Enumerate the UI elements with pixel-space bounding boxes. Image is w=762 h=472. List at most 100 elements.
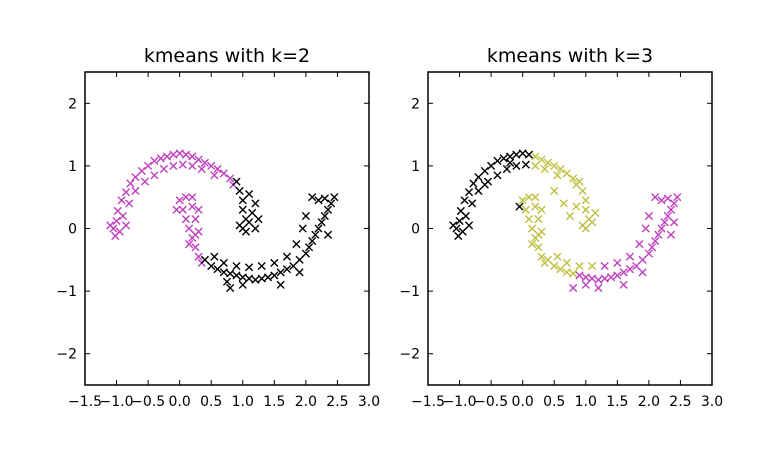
data-point-cluster-1 [464,221,474,230]
data-point-cluster-1 [175,149,184,158]
data-point-cluster-1 [194,155,203,164]
data-point-cluster-1 [175,196,184,205]
data-point-cluster-1 [518,149,527,158]
data-point-cluster-2 [317,218,326,227]
data-point-cluster-3 [635,240,644,249]
data-point-cluster-2 [219,258,228,268]
data-point-cluster-2 [232,177,241,186]
data-point-cluster-1 [455,216,464,226]
y-tick-label: −1 [56,284,77,300]
data-point-cluster-3 [600,274,609,283]
data-point-cluster-2 [251,275,260,284]
data-point-cluster-1 [213,164,222,174]
data-point-cluster-1 [449,221,458,230]
data-point-cluster-2 [270,271,279,280]
data-point-cluster-2 [323,230,333,239]
data-point-cluster-3 [666,205,676,214]
data-point-cluster-2 [528,224,537,233]
data-point-cluster-2 [232,271,241,280]
data-point-cluster-2 [553,252,562,261]
data-point-cluster-2 [219,268,228,277]
y-tick-label: −2 [56,347,77,363]
data-point-cluster-2 [578,186,587,196]
x-tick-label: 1.5 [606,394,628,410]
data-point-cluster-3 [660,218,669,227]
data-point-cluster-1 [131,186,140,196]
data-point-cluster-2 [213,265,222,274]
y-tick-label: 2 [411,96,420,112]
data-point-cluster-1 [487,161,496,170]
data-point-cluster-2 [556,265,565,274]
data-point-cluster-1 [474,173,483,182]
data-point-cluster-3 [587,274,597,283]
data-point-cluster-1 [194,252,203,261]
data-point-cluster-2 [550,186,559,196]
data-point-cluster-1 [188,202,197,211]
y-tick-label: −2 [399,347,420,363]
data-point-cluster-3 [654,230,663,239]
data-point-cluster-3 [581,273,590,282]
data-point-cluster-1 [480,166,489,176]
data-point-cluster-2 [222,277,232,286]
data-point-cluster-1 [178,160,187,169]
data-point-cluster-2 [581,196,590,205]
data-point-cluster-2 [534,230,543,239]
data-point-cluster-1 [194,205,203,214]
data-point-cluster-2 [534,243,543,252]
data-point-cluster-1 [178,205,187,214]
data-point-cluster-2 [301,249,310,258]
data-point-cluster-2 [244,263,254,272]
x-tick-label: −1.5 [68,394,102,410]
data-point-cluster-1 [480,180,489,189]
data-point-cluster-1 [505,158,515,167]
y-tick-label: −1 [399,284,420,300]
data-point-cluster-2 [257,274,266,283]
y-tick-label: 1 [411,159,420,175]
data-point-cluster-2 [276,280,285,289]
data-point-cluster-1 [181,193,191,202]
data-point-cluster-2 [241,227,251,236]
data-point-cluster-1 [126,179,135,188]
data-point-cluster-3 [594,275,603,284]
data-point-cluster-1 [191,230,200,239]
chart-title: kmeans with k=3 [487,45,653,67]
x-tick-label: 1.0 [232,394,254,410]
x-tick-label: −1.0 [443,394,477,410]
data-point-cluster-2 [543,255,553,264]
data-point-cluster-2 [562,258,571,268]
data-point-cluster-1 [464,188,474,197]
data-point-cluster-1 [499,154,508,163]
data-point-cluster-2 [244,218,254,227]
data-point-cluster-1 [474,186,483,196]
data-point-cluster-1 [505,152,515,161]
data-point-cluster-2 [295,255,304,264]
data-point-cluster-1 [524,150,534,159]
x-tick-label: 2.0 [295,394,317,410]
data-point-cluster-1 [512,150,521,159]
data-point-cluster-2 [587,261,597,271]
data-point-cluster-2 [550,261,559,271]
data-point-cluster-2 [298,224,307,233]
data-point-cluster-2 [308,236,317,246]
data-point-cluster-3 [619,268,628,277]
x-tick-label: −1.5 [411,394,445,410]
data-point-cluster-3 [670,218,679,227]
data-point-cluster-2 [289,261,298,271]
data-point-cluster-3 [651,236,660,246]
plot-area [84,71,370,386]
data-point-cluster-2 [235,186,244,196]
data-point-cluster-1 [188,193,197,202]
data-point-cluster-2 [553,171,562,180]
data-point-cluster-1 [191,243,200,252]
data-point-cluster-2 [282,265,292,274]
data-point-cluster-1 [521,160,530,169]
data-point-cluster-1 [493,156,502,165]
data-point-cluster-2 [537,252,546,261]
data-point-cluster-3 [613,271,622,280]
data-point-cluster-3 [657,224,666,233]
data-point-cluster-2 [282,252,292,261]
x-tick-label: 1.5 [263,394,285,410]
data-point-cluster-1 [150,171,159,180]
data-point-cluster-2 [314,224,323,233]
